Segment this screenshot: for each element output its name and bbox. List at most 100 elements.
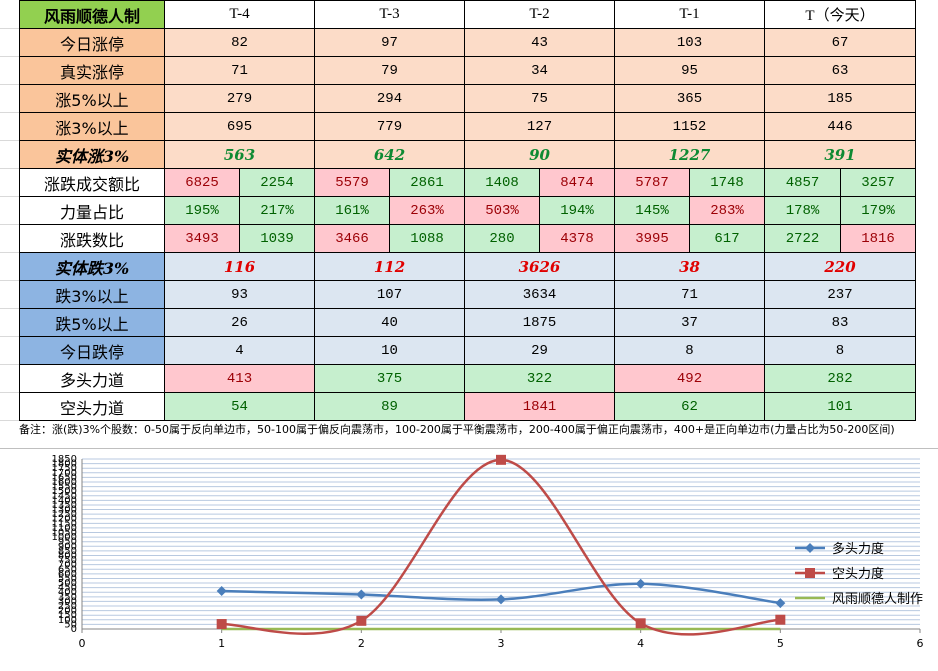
data-cell[interactable]: 279 [164, 84, 315, 113]
data-cell[interactable]: 642 [314, 140, 465, 169]
data-cell[interactable]: 8474 [539, 168, 615, 197]
data-cell[interactable]: 5787 [614, 168, 690, 197]
data-cell[interactable]: 107 [314, 280, 465, 309]
data-cell[interactable]: 54 [164, 392, 315, 421]
row-label[interactable]: 实体跌3% [19, 252, 165, 281]
data-cell[interactable]: 294 [314, 84, 465, 113]
data-cell[interactable]: 375 [314, 364, 465, 393]
data-cell[interactable]: 1875 [464, 308, 615, 337]
data-cell[interactable]: 617 [689, 224, 765, 253]
row-label[interactable]: 涨3%以上 [19, 112, 165, 141]
data-cell[interactable]: 116 [164, 252, 315, 281]
data-cell[interactable]: 95 [614, 56, 765, 85]
data-cell[interactable]: 89 [314, 392, 465, 421]
data-cell[interactable]: 217% [239, 196, 315, 225]
data-cell[interactable]: 2722 [764, 224, 841, 253]
data-cell[interactable]: 67 [763, 28, 917, 57]
data-cell[interactable]: 3257 [839, 168, 917, 197]
row-label[interactable]: 空头力道 [19, 392, 165, 421]
data-cell[interactable]: 90 [464, 140, 615, 169]
data-cell[interactable]: 178% [764, 196, 841, 225]
data-cell[interactable]: 26 [164, 308, 315, 337]
data-cell[interactable]: 4 [164, 336, 315, 365]
data-cell[interactable]: 4857 [764, 168, 841, 197]
data-cell[interactable]: 71 [164, 56, 315, 85]
data-cell[interactable]: 2254 [239, 168, 315, 197]
data-cell[interactable]: 40 [314, 308, 465, 337]
data-cell[interactable]: 63 [763, 56, 917, 85]
chart-area[interactable]: 0 50 100 150 200 250 300 350 400 450 500 550 600 650 7… [0, 448, 938, 671]
row-label[interactable]: 今日跌停 [19, 336, 165, 365]
data-cell[interactable]: 695 [164, 112, 315, 141]
row-label[interactable]: 涨跌成交额比 [19, 168, 165, 197]
data-cell[interactable]: 263% [389, 196, 465, 225]
column-header[interactable]: T-3 [314, 0, 465, 29]
data-cell[interactable]: 8 [614, 336, 765, 365]
column-header[interactable]: T（今天） [763, 0, 917, 29]
row-label[interactable]: 涨5%以上 [19, 84, 165, 113]
data-cell[interactable]: 145% [614, 196, 690, 225]
force-line-chart[interactable]: 0501001502002503003504004505005506006507… [0, 449, 938, 671]
data-cell[interactable]: 492 [614, 364, 765, 393]
data-cell[interactable]: 282 [763, 364, 917, 393]
data-cell[interactable]: 1227 [614, 140, 765, 169]
data-cell[interactable]: 391 [763, 140, 917, 169]
data-cell[interactable]: 6825 [164, 168, 240, 197]
data-cell[interactable]: 79 [314, 56, 465, 85]
data-cell[interactable]: 503% [464, 196, 540, 225]
data-cell[interactable]: 1841 [464, 392, 615, 421]
row-label[interactable]: 涨跌数比 [19, 224, 165, 253]
data-cell[interactable]: 83 [763, 308, 917, 337]
data-cell[interactable]: 779 [314, 112, 465, 141]
data-cell[interactable]: 43 [464, 28, 615, 57]
column-header[interactable]: T-1 [614, 0, 765, 29]
column-header[interactable]: T-2 [464, 0, 615, 29]
data-cell[interactable]: 3995 [614, 224, 690, 253]
data-cell[interactable]: 82 [164, 28, 315, 57]
data-cell[interactable]: 112 [314, 252, 465, 281]
data-cell[interactable]: 161% [314, 196, 390, 225]
data-cell[interactable]: 1408 [464, 168, 540, 197]
data-cell[interactable]: 37 [614, 308, 765, 337]
data-cell[interactable]: 1748 [689, 168, 765, 197]
row-label[interactable]: 跌5%以上 [19, 308, 165, 337]
data-cell[interactable]: 62 [614, 392, 765, 421]
data-cell[interactable]: 1039 [239, 224, 315, 253]
data-cell[interactable]: 34 [464, 56, 615, 85]
data-cell[interactable]: 3493 [164, 224, 240, 253]
row-label[interactable]: 跌3%以上 [19, 280, 165, 309]
data-cell[interactable]: 322 [464, 364, 615, 393]
data-cell[interactable]: 3626 [464, 252, 615, 281]
row-label[interactable]: 今日涨停 [19, 28, 165, 57]
row-label[interactable]: 多头力道 [19, 364, 165, 393]
data-cell[interactable]: 8 [763, 336, 917, 365]
table-title-cell[interactable]: 风雨顺德人制 [19, 0, 165, 29]
data-cell[interactable]: 97 [314, 28, 465, 57]
data-cell[interactable]: 194% [539, 196, 615, 225]
data-cell[interactable]: 38 [614, 252, 765, 281]
data-cell[interactable]: 71 [614, 280, 765, 309]
data-cell[interactable]: 563 [164, 140, 315, 169]
data-cell[interactable]: 280 [464, 224, 540, 253]
data-cell[interactable]: 283% [689, 196, 765, 225]
data-cell[interactable]: 3466 [314, 224, 390, 253]
data-cell[interactable]: 29 [464, 336, 615, 365]
data-cell[interactable]: 10 [314, 336, 465, 365]
data-cell[interactable]: 237 [763, 280, 917, 309]
data-cell[interactable]: 1088 [389, 224, 465, 253]
data-cell[interactable]: 413 [164, 364, 315, 393]
data-cell[interactable]: 446 [763, 112, 917, 141]
row-label[interactable]: 真实涨停 [19, 56, 165, 85]
data-cell[interactable]: 101 [763, 392, 917, 421]
data-cell[interactable]: 365 [614, 84, 765, 113]
data-cell[interactable]: 2861 [389, 168, 465, 197]
data-cell[interactable]: 93 [164, 280, 315, 309]
data-cell[interactable]: 185 [763, 84, 917, 113]
row-label[interactable]: 力量占比 [19, 196, 165, 225]
data-cell[interactable]: 75 [464, 84, 615, 113]
data-cell[interactable]: 103 [614, 28, 765, 57]
data-cell[interactable]: 195% [164, 196, 240, 225]
data-cell[interactable]: 179% [839, 196, 917, 225]
row-label[interactable]: 实体涨3% [19, 140, 165, 169]
data-cell[interactable]: 5579 [314, 168, 390, 197]
